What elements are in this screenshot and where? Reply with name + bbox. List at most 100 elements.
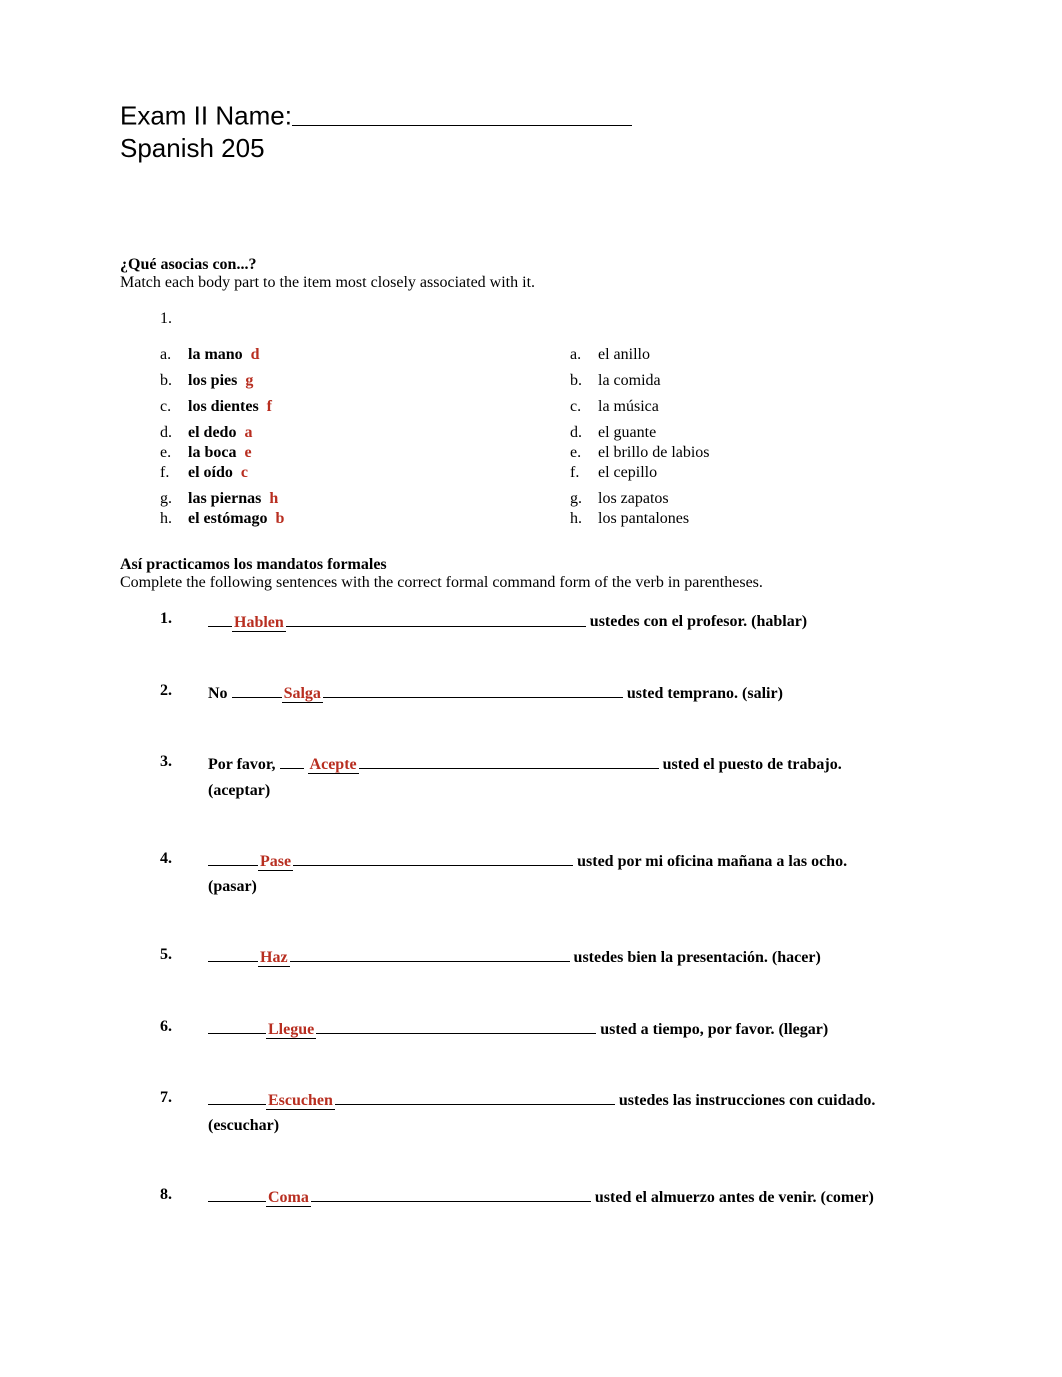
match-right-label: la comida <box>598 372 661 390</box>
match-right-letter: a. <box>570 346 598 364</box>
blank-pre[interactable] <box>208 1018 266 1034</box>
blank-post[interactable] <box>323 682 623 698</box>
answer-text: Llegue <box>266 1021 316 1039</box>
match-right-row: c. la música <box>570 398 710 416</box>
question-item: 3. Por favor, Acepte usted el puesto de … <box>160 753 942 802</box>
match-left-column: a. la mano d b. los pies g c. los diente… <box>160 346 570 530</box>
question-tail: ustedes con el profesor. (hablar) <box>590 614 807 631</box>
match-answer: f <box>267 398 272 415</box>
match-right-label: el cepillo <box>598 464 657 482</box>
question-item: 4. Pase usted por mi oficina mañana a la… <box>160 850 942 899</box>
name-blank[interactable] <box>292 102 632 126</box>
porfavor-label: Por favor, <box>208 756 276 773</box>
match-answer: a <box>244 424 252 441</box>
match-left-row: e. la boca e <box>160 444 570 462</box>
blank-pre[interactable] <box>232 682 282 698</box>
match-left-term: las piernas <box>188 490 261 507</box>
question-number: 1. <box>160 610 184 633</box>
question-tail: usted a tiempo, por favor. (llegar) <box>600 1021 828 1038</box>
match-right-row: a. el anillo <box>570 346 710 364</box>
blank-pre[interactable] <box>208 610 232 626</box>
question-tail: ustedes las instrucciones con cuidado. <box>619 1092 875 1109</box>
blank-post[interactable] <box>335 1089 615 1105</box>
match-columns: a. la mano d b. los pies g c. los diente… <box>160 346 942 530</box>
match-left-row: a. la mano d <box>160 346 570 364</box>
blank-post[interactable] <box>316 1018 596 1034</box>
blank-post[interactable] <box>290 946 570 962</box>
blank-pre[interactable] <box>208 850 258 866</box>
question-item: 7. Escuchen ustedes las instrucciones co… <box>160 1089 942 1138</box>
match-right-letter: e. <box>570 444 598 462</box>
match-right-label: los zapatos <box>598 490 669 508</box>
match-answer: c <box>241 464 248 481</box>
paren-line: (aceptar) <box>208 779 942 802</box>
question-item: 6. Llegue usted a tiempo, por favor. (ll… <box>160 1018 942 1041</box>
blank-post[interactable] <box>286 610 586 626</box>
match-right-row: b. la comida <box>570 372 710 390</box>
question-tail: usted por mi oficina mañana a las ocho. <box>577 853 847 870</box>
spacer <box>120 166 942 256</box>
paren-line: (pasar) <box>208 875 942 898</box>
match-right-row: h. los pantalones <box>570 510 710 528</box>
header-course-line: Spanish 205 <box>120 133 942 164</box>
no-label: No <box>208 685 228 702</box>
match-left-letter: c. <box>160 398 188 416</box>
match-left-term: los pies <box>188 372 237 389</box>
match-left-row: f. el oído c <box>160 464 570 482</box>
match-left-term: el estómago <box>188 510 268 527</box>
exam-label: Exam II Name: <box>120 100 292 130</box>
question-item: 8. Coma usted el almuerzo antes de venir… <box>160 1186 942 1209</box>
question-body: Llegue usted a tiempo, por favor. (llega… <box>208 1018 942 1041</box>
match-right-letter: f. <box>570 464 598 482</box>
answer-text: Hablen <box>232 614 286 632</box>
answer-text: Salga <box>282 685 323 703</box>
match-left-term: la boca <box>188 444 236 461</box>
question-body: Pase usted por mi oficina mañana a las o… <box>208 850 942 899</box>
match-left-term: el oído <box>188 464 233 481</box>
question-body: Haz ustedes bien la presentación. (hacer… <box>208 946 942 969</box>
match-left-term: la mano <box>188 346 243 363</box>
blank-post[interactable] <box>311 1186 591 1202</box>
question-item: 2. No Salga usted temprano. (salir) <box>160 682 942 705</box>
match-left-letter: e. <box>160 444 188 462</box>
match-left-row: g. las piernas h <box>160 490 570 508</box>
question-tail: usted el almuerzo antes de venir. (comer… <box>595 1189 874 1206</box>
match-left-letter: a. <box>160 346 188 364</box>
blank-pre[interactable] <box>208 946 258 962</box>
blank-pre[interactable] <box>208 1186 266 1202</box>
page: Exam II Name: Spanish 205 ¿Qué asocias c… <box>0 0 1062 1377</box>
question-number: 5. <box>160 946 184 969</box>
blank-post[interactable] <box>359 753 659 769</box>
match-answer: g <box>245 372 253 389</box>
match-answer: e <box>244 444 251 461</box>
match-left-letter: h. <box>160 510 188 528</box>
question-tail: usted temprano. (salir) <box>627 685 783 702</box>
match-right-column: a. el anillo b. la comida c. la música d… <box>570 346 710 530</box>
question-number: 8. <box>160 1186 184 1209</box>
answer-text: Escuchen <box>266 1092 335 1110</box>
match-right-label: el brillo de labios <box>598 444 710 462</box>
question-body: Por favor, Acepte usted el puesto de tra… <box>208 753 942 802</box>
question-body: Hablen ustedes con el profesor. (hablar) <box>208 610 942 633</box>
section2-list: 1. Hablen ustedes con el profesor. (habl… <box>160 610 942 1209</box>
answer-text: Pase <box>258 853 293 871</box>
match-left-row: d. el dedo a <box>160 424 570 442</box>
question-item: 1. Hablen ustedes con el profesor. (habl… <box>160 610 942 633</box>
blank-pre[interactable] <box>208 1089 266 1105</box>
match-answer: h <box>269 490 278 507</box>
section2-instructions: Complete the following sentences with th… <box>120 574 942 592</box>
match-left-letter: g. <box>160 490 188 508</box>
match-right-label: el guante <box>598 424 656 442</box>
section1-number: 1. <box>160 310 942 328</box>
blank-post[interactable] <box>293 850 573 866</box>
answer-text: Acepte <box>308 756 359 774</box>
match-right-row: d. el guante <box>570 424 710 442</box>
match-right-row: f. el cepillo <box>570 464 710 482</box>
match-right-label: el anillo <box>598 346 650 364</box>
paren-line: (escuchar) <box>208 1114 942 1137</box>
blank-pre[interactable] <box>280 753 304 769</box>
match-right-row: e. el brillo de labios <box>570 444 710 462</box>
match-left-term: el dedo <box>188 424 236 441</box>
question-number: 7. <box>160 1089 184 1138</box>
match-left-row: b. los pies g <box>160 372 570 390</box>
